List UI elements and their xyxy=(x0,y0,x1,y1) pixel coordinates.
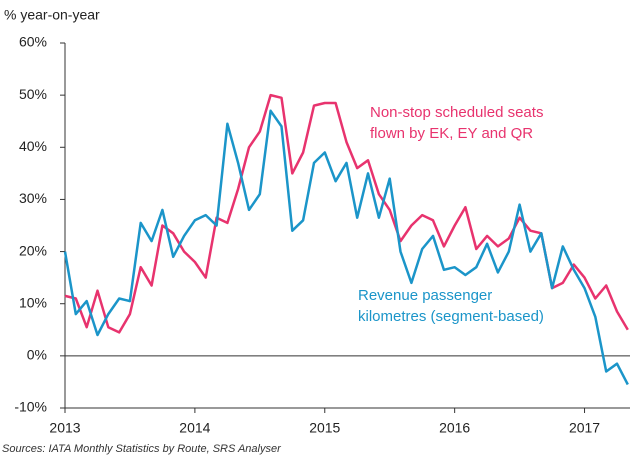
series-label: Non-stop scheduled seats xyxy=(370,104,543,121)
series-label: kilometres (segment-based) xyxy=(358,308,544,325)
y-tick-label: 20% xyxy=(19,242,47,258)
source-note: Sources: IATA Monthly Statistics by Rout… xyxy=(2,443,282,455)
y-tick-label: 0% xyxy=(27,347,47,363)
series-label: flown by EK, EY and QR xyxy=(370,125,533,142)
y-tick-label: -10% xyxy=(14,399,47,415)
x-tick-label: 2015 xyxy=(309,420,340,436)
x-tick-label: 2013 xyxy=(49,420,80,436)
x-tick-label: 2016 xyxy=(439,420,470,436)
x-tick-label: 2014 xyxy=(179,420,210,436)
x-tick-label: 2017 xyxy=(569,420,600,436)
series-line xyxy=(63,109,629,386)
series-line xyxy=(64,93,629,334)
y-tick-label: 50% xyxy=(19,86,47,102)
y-axis-label: % year-on-year xyxy=(4,7,100,23)
y-tick-label: 40% xyxy=(19,138,47,154)
y-tick-label: 10% xyxy=(19,294,47,310)
y-tick-label: 30% xyxy=(19,190,47,206)
series-label: Revenue passenger xyxy=(358,287,492,304)
y-tick-label: 60% xyxy=(19,34,47,50)
